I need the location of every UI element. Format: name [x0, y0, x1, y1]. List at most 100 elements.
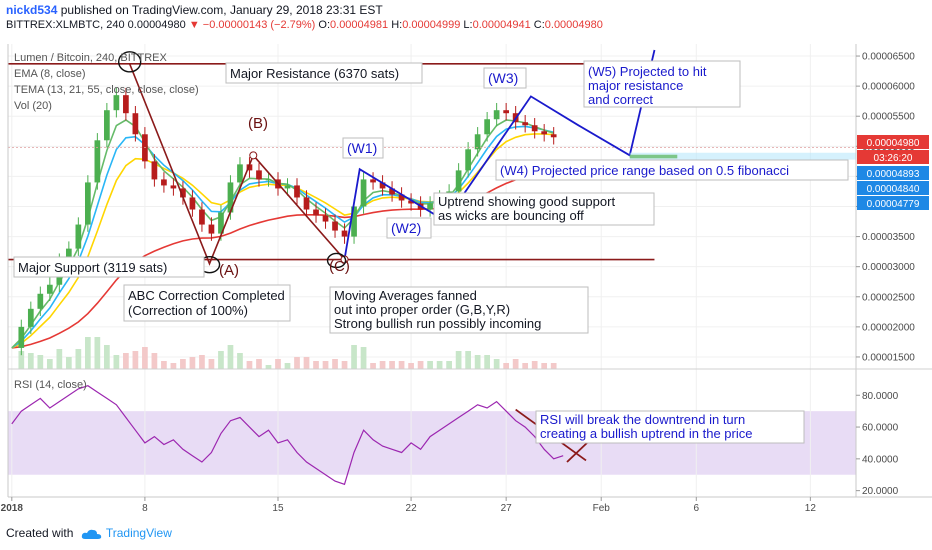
abc-b-marker	[249, 151, 258, 160]
w4-target-marker	[629, 154, 678, 159]
created-with-text: Created with	[6, 526, 74, 540]
volume-bar	[531, 361, 538, 369]
candle-down	[294, 185, 300, 198]
time-tick-label: 12	[805, 503, 817, 514]
volume-bar	[85, 337, 91, 369]
volume-bar	[389, 361, 395, 369]
low-value: 0.00004941	[472, 19, 531, 31]
candle-down	[522, 122, 529, 126]
volume-bar	[161, 361, 167, 369]
candle-down	[256, 170, 262, 180]
symbol-header: BITTREX:XLMBTC, 240 0.00004980 ▼ −0.0000…	[6, 19, 603, 31]
volume-bar	[37, 355, 44, 369]
candle-up	[237, 164, 243, 183]
level-badge-1-text: 0.00004893	[867, 169, 920, 180]
label-w1: (W1)	[347, 140, 377, 156]
volume-bar	[465, 351, 471, 369]
volume-bar	[208, 359, 215, 369]
volume-bar	[455, 351, 462, 369]
candle-down	[370, 179, 376, 183]
candle-up	[18, 326, 25, 348]
time-axis-ticks: 2018 8 15 22 27 Feb 6 12	[1, 497, 817, 514]
label-c: (C)	[329, 258, 350, 275]
candle-up	[465, 149, 471, 171]
candle-up	[104, 110, 110, 141]
candle-down	[503, 110, 510, 114]
candle-down	[379, 182, 386, 189]
volume-bar	[408, 363, 414, 369]
volume-bar	[113, 355, 120, 369]
rsi-tick-label: 60.0000	[862, 423, 899, 434]
major-support-label: Major Support (3119 sats)	[18, 260, 167, 275]
volume-bar	[56, 349, 63, 369]
volume-bar	[550, 363, 557, 369]
level-badge-3	[857, 196, 929, 210]
tradingview-cloud-icon	[81, 529, 101, 539]
volume-bar	[123, 353, 129, 369]
open-value: 0.00004981	[330, 19, 389, 31]
level-badge-1	[857, 166, 929, 180]
volume-bar	[170, 363, 177, 369]
author-link[interactable]: nickd534	[6, 3, 58, 17]
close-label: C:	[533, 19, 545, 31]
tradingview-brand-link[interactable]: TradingView	[105, 526, 172, 540]
ma-fanned-line1: Moving Averages fanned	[334, 288, 477, 303]
volume-bar	[151, 353, 158, 369]
candle-up	[360, 179, 367, 207]
legend: Lumen / Bitcoin, 240, BITTREX EMA (8, cl…	[14, 52, 199, 391]
legend-vol: Vol (20)	[14, 100, 52, 112]
candle-up	[455, 170, 462, 192]
price-tick-label: 0.00006500	[862, 52, 915, 63]
abc-completed-line2: (Correction of 100%)	[128, 303, 248, 318]
c-highlight-circle	[326, 252, 347, 269]
volume-bar	[199, 355, 205, 369]
volume-bar	[341, 361, 348, 369]
volume-bar	[436, 361, 443, 369]
volume-bar	[237, 353, 243, 369]
volume-bar	[284, 363, 291, 369]
legend-ema: EMA (8, close)	[14, 68, 86, 80]
candle-down	[170, 185, 177, 189]
close-value: 0.00004980	[544, 19, 603, 31]
volume-bar	[94, 337, 101, 369]
candle-up	[94, 140, 101, 183]
low-label: L:	[463, 19, 473, 31]
last-price-badge	[857, 135, 929, 149]
label-w2: (W2)	[391, 220, 421, 236]
publish-header: nickd534 published on TradingView.com, J…	[6, 3, 383, 17]
footer: Created with TradingView	[6, 526, 172, 540]
countdown-badge-text: 03:26:20	[874, 153, 913, 164]
volume-bar	[104, 345, 110, 369]
volume-bar	[379, 361, 386, 369]
candle-up	[37, 293, 44, 309]
price-tick-label: 0.00002500	[862, 292, 915, 303]
elliott-wave-path	[343, 49, 656, 260]
volume-bar	[493, 359, 500, 369]
candle-up	[227, 182, 234, 213]
price-tick-label: 0.00003500	[862, 232, 915, 243]
volume-bar	[189, 357, 196, 369]
candle-down	[151, 161, 158, 180]
candle-down	[132, 113, 139, 135]
published-text: published on TradingView.com, January 29…	[60, 3, 383, 17]
candle-up	[493, 110, 500, 120]
volume-bar	[227, 345, 234, 369]
abc-correction-path	[128, 63, 346, 266]
label-b: (B)	[248, 115, 268, 132]
volume-bar	[132, 351, 139, 369]
volume-bar	[313, 361, 319, 369]
candle-up	[113, 95, 120, 111]
candle-down	[180, 188, 186, 198]
candle-down	[189, 197, 196, 210]
candle-down	[341, 230, 348, 237]
price-tick-label: 0.00003000	[862, 262, 915, 273]
volume-bar	[417, 361, 424, 369]
candle-down	[408, 200, 414, 204]
volume-bar	[446, 361, 452, 369]
candle-up	[265, 179, 272, 181]
ema-yellow-line	[11, 133, 554, 349]
volume-bar	[427, 361, 433, 369]
candle-down	[541, 131, 548, 135]
rsi-axis-ticks: 80.0000 60.0000 40.0000 20.0000	[856, 391, 899, 497]
